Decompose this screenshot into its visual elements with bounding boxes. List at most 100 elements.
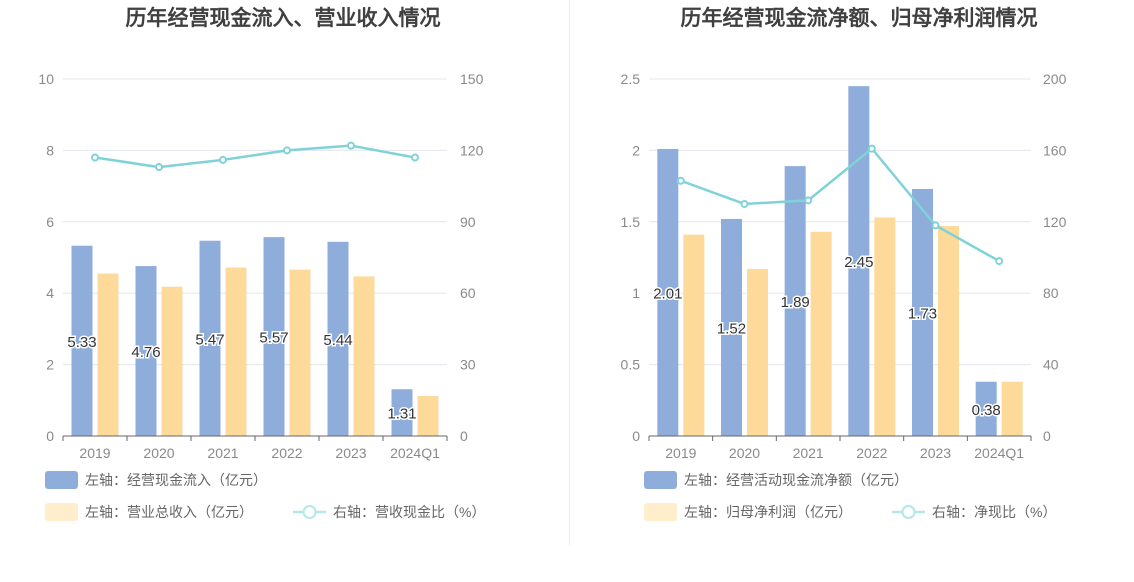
- y-right-tick-label: 60: [460, 285, 476, 301]
- line-point: [931, 221, 940, 230]
- x-tick-label: 2020: [143, 445, 174, 461]
- bar-data-label: 5.47: [195, 331, 224, 348]
- x-tick-label: 2023: [335, 445, 366, 461]
- y-right-tick-label: 30: [460, 357, 476, 373]
- legend-label-line: 右轴：净现比（%）: [932, 504, 1056, 520]
- legend-swatch-series-1: [45, 471, 78, 489]
- y-left-tick-label: 0: [632, 428, 640, 444]
- bar-series-2: [874, 217, 896, 436]
- chart-panel-net-cash-profit: 历年经营现金流净额、归母净利润情况 0 0 0.5 40 1 80 1.5 120 2 160 2.…: [567, 0, 1134, 582]
- bar-series-1: [263, 237, 285, 436]
- line-series: [94, 144, 416, 169]
- line-point: [219, 155, 227, 164]
- bar-series-1: [135, 266, 157, 436]
- legend-label-series-1: 左轴：经营活动现金流净额（亿元）: [684, 472, 908, 488]
- line-point: [867, 144, 876, 153]
- y-right-tick-label: 200: [1043, 71, 1067, 87]
- line-point: [995, 257, 1004, 266]
- bar-series-1: [721, 218, 742, 436]
- bar-data-label: 5.57: [259, 330, 288, 347]
- legend-swatch-series-2: [45, 503, 78, 521]
- x-tick-label: 2019: [79, 445, 110, 461]
- x-tick-label: 2021: [207, 445, 238, 461]
- y-left-tick-label: 8: [46, 142, 54, 158]
- bar-series-2: [683, 234, 705, 436]
- x-tick-label: 2019: [665, 445, 696, 461]
- bar-data-label: 2.45: [844, 254, 873, 271]
- bar-series-1: [657, 148, 679, 437]
- line-point: [155, 163, 163, 172]
- bar-series-2: [353, 276, 375, 436]
- bar-series-2: [417, 396, 439, 436]
- y-left-tick-label: 6: [46, 214, 54, 230]
- bar-data-label: 1.89: [781, 294, 810, 311]
- bar-series-1: [71, 245, 93, 436]
- y-left-tick-label: 2: [632, 142, 640, 158]
- legend-swatch-line-marker: [901, 505, 916, 519]
- line-series: [680, 146, 1000, 263]
- chart-svg-net-cash-profit: 历年经营现金流净额、归母净利润情况 0 0 0.5 40 1 80 1.5 120 2 160 2.…: [621, 6, 1067, 521]
- bar-data-label: 5.44: [323, 332, 352, 349]
- chart-title: 历年经营现金流净额、归母净利润情况: [681, 6, 1038, 30]
- bar-series-2: [289, 269, 311, 436]
- bar-series-2: [97, 273, 119, 436]
- y-right-tick-label: 0: [460, 428, 468, 444]
- bar-series-1: [912, 188, 933, 436]
- bar-data-label: 1.73: [908, 305, 937, 322]
- bar-series-1: [975, 381, 997, 436]
- bar-data-label: 0.38: [972, 402, 1001, 419]
- x-tick-label: 2020: [729, 445, 760, 461]
- bar-series-1: [327, 241, 349, 436]
- bar-data-label: 1.31: [387, 406, 416, 423]
- x-tick-label: 2022: [271, 445, 302, 461]
- panel-divider: [569, 0, 570, 545]
- y-left-tick-label: 0: [46, 428, 54, 444]
- line-point: [804, 196, 813, 205]
- line-point: [283, 146, 291, 155]
- y-left-tick-label: 1: [632, 285, 640, 301]
- x-tick-label: 2022: [856, 445, 887, 461]
- bar-data-label: 2.01: [653, 285, 682, 302]
- line-point: [740, 199, 749, 208]
- line-point: [347, 141, 355, 150]
- legend-label-series-1: 左轴：经营现金流入（亿元）: [85, 472, 267, 488]
- x-tick-label: 2021: [793, 445, 824, 461]
- y-right-tick-label: 90: [460, 214, 476, 230]
- x-tick-label: 2023: [920, 445, 951, 461]
- y-right-tick-label: 150: [460, 71, 484, 87]
- bar-series-2: [225, 267, 247, 436]
- chart-title: 历年经营现金流入、营业收入情况: [126, 6, 441, 30]
- bar-series-1: [784, 166, 806, 436]
- bar-series-2: [161, 286, 183, 436]
- bar-data-label: 1.52: [717, 320, 746, 337]
- bar-series-2: [747, 268, 768, 436]
- legend-swatch-line-marker: [302, 505, 317, 519]
- y-right-tick-label: 160: [1043, 142, 1067, 158]
- y-right-tick-label: 80: [1043, 285, 1059, 301]
- bar-data-label: 5.33: [67, 334, 96, 351]
- bar-series-2: [938, 226, 959, 436]
- y-right-tick-label: 120: [1043, 214, 1067, 230]
- y-left-tick-label: 1.5: [621, 214, 641, 230]
- chart-svg-cash-inflow-revenue: 历年经营现金流入、营业收入情况 0 0 2 30 4 60 6 90 8 120 10 150 2019…: [38, 6, 485, 521]
- legend-swatch-series-2: [644, 503, 677, 521]
- x-tick-label: 2024Q1: [390, 445, 440, 461]
- bar-series-2: [1001, 381, 1023, 436]
- y-right-tick-label: 120: [460, 142, 484, 158]
- bar-series-2: [810, 231, 832, 436]
- x-tick-label: 2024Q1: [974, 445, 1024, 461]
- y-left-tick-label: 4: [46, 285, 54, 301]
- bar-data-label: 4.76: [131, 344, 160, 361]
- line-point: [411, 153, 419, 162]
- chart-panel-cash-inflow-revenue: 历年经营现金流入、营业收入情况 0 0 2 30 4 60 6 90 8 120 10 150 2019…: [38, 6, 485, 521]
- y-right-tick-label: 0: [1043, 428, 1051, 444]
- bar-series-1: [391, 389, 413, 436]
- y-left-tick-label: 0.5: [621, 357, 641, 373]
- line-point: [676, 176, 685, 185]
- y-right-tick-label: 40: [1043, 357, 1059, 373]
- legend-swatch-series-1: [644, 471, 677, 489]
- legend-label-line: 右轴：营收现金比（%）: [333, 504, 485, 520]
- bar-series-1: [199, 240, 221, 436]
- line-point: [91, 153, 99, 162]
- legend-label-series-2: 左轴：归母净利润（亿元）: [684, 504, 852, 520]
